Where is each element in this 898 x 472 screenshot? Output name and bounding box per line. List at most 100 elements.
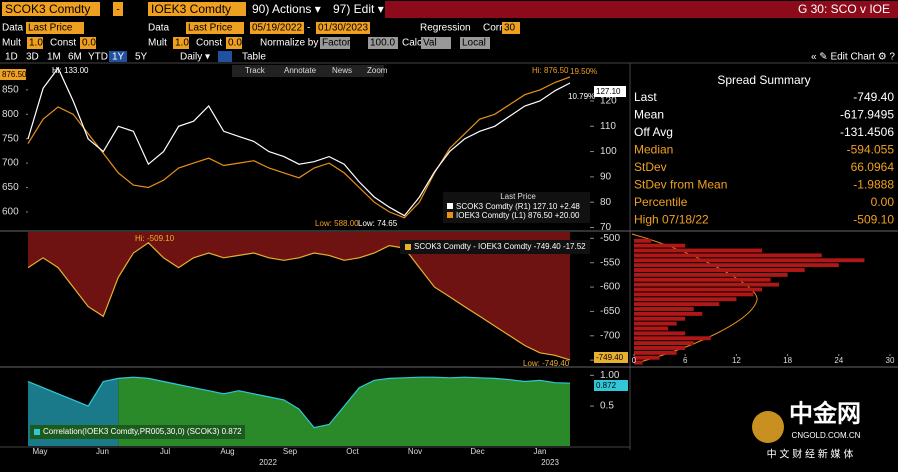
watermark-logo bbox=[752, 411, 784, 443]
title-bar bbox=[385, 1, 898, 18]
chart-tool[interactable]: Track bbox=[245, 66, 266, 75]
input-field[interactable] bbox=[421, 37, 451, 49]
y2-tick-label: 70 bbox=[600, 222, 612, 233]
op-field[interactable] bbox=[113, 2, 123, 16]
period-button[interactable]: 5Y bbox=[135, 52, 148, 63]
input-field[interactable] bbox=[80, 37, 96, 49]
input-field[interactable] bbox=[316, 22, 370, 34]
edit-chart[interactable]: « ✎ Edit Chart ⚙ ? bbox=[811, 52, 895, 63]
last-ioe: 876.50 bbox=[2, 70, 27, 79]
security-field[interactable] bbox=[148, 2, 246, 16]
row3-item[interactable]: 1.0 bbox=[175, 38, 189, 49]
hist-tick-label: 24 bbox=[834, 356, 843, 365]
summary-label: Last bbox=[634, 90, 657, 104]
x-tick-label: Jan bbox=[534, 447, 547, 456]
row2-item: Data bbox=[148, 23, 170, 34]
x-tick-label: Jul bbox=[160, 447, 170, 456]
histogram-bar bbox=[634, 326, 669, 331]
summary-title: Spread Summary bbox=[717, 73, 810, 87]
actions-menu[interactable]: 90) Actions ▾ bbox=[252, 2, 321, 16]
row3-item[interactable]: 100.0 bbox=[370, 38, 395, 49]
summary-value: -509.10 bbox=[853, 213, 894, 227]
histogram-bar bbox=[634, 253, 822, 258]
row3-item: Calc bbox=[402, 38, 422, 49]
row2-item[interactable]: Last Price bbox=[28, 23, 73, 34]
period-button[interactable]: 6M bbox=[68, 52, 82, 63]
input-field[interactable] bbox=[27, 37, 43, 49]
histogram-bar bbox=[634, 297, 737, 302]
input-field[interactable] bbox=[26, 22, 84, 34]
security-2[interactable]: IOEK3 Comdty bbox=[151, 2, 231, 16]
summary-label: High 07/18/22 bbox=[634, 213, 709, 227]
security-1[interactable]: SCOK3 Comdty bbox=[5, 2, 90, 16]
period-button[interactable]: 1M bbox=[47, 52, 61, 63]
histogram-bar bbox=[634, 302, 720, 307]
watermark-slogan: 中 文 财 经 新 媒 体 bbox=[767, 448, 854, 461]
spread-line bbox=[27, 242, 571, 361]
year-label: 2023 bbox=[541, 458, 559, 467]
period-button[interactable]: 1Y bbox=[112, 52, 125, 63]
row3-item[interactable]: Local bbox=[462, 38, 486, 49]
summary-value: -131.4506 bbox=[840, 125, 894, 139]
summary-label: Median bbox=[634, 143, 673, 157]
y-tick-label: 0.5 bbox=[600, 401, 614, 412]
row2-item[interactable]: 30 bbox=[504, 23, 516, 34]
last-value-box bbox=[594, 86, 626, 97]
y2-tick-label: 110 bbox=[600, 121, 616, 132]
hist-tick-label: 30 bbox=[886, 356, 895, 365]
y2-tick-label: 90 bbox=[600, 172, 612, 183]
y-tick-label: -500 bbox=[600, 233, 620, 244]
legend-swatch bbox=[34, 429, 40, 435]
histogram-bar bbox=[634, 258, 865, 263]
input-field[interactable] bbox=[368, 37, 398, 49]
period-button[interactable]: 1D bbox=[5, 52, 18, 63]
period-button[interactable]: 3D bbox=[26, 52, 39, 63]
row3-item: Mult bbox=[148, 38, 167, 49]
input-field[interactable] bbox=[226, 37, 242, 49]
last-corr: 0.872 bbox=[596, 381, 617, 390]
legend-swatch bbox=[447, 212, 453, 218]
chart-tool[interactable]: News bbox=[332, 66, 352, 75]
legend-box bbox=[400, 240, 590, 254]
input-field[interactable] bbox=[173, 37, 189, 49]
legend-box bbox=[30, 425, 245, 439]
operator[interactable]: - bbox=[116, 5, 119, 16]
x-tick-label: Sep bbox=[283, 447, 298, 456]
watermark-name: 中金网 bbox=[789, 399, 861, 427]
summary-label: Mean bbox=[634, 108, 664, 122]
summary-label: Percentile bbox=[634, 195, 688, 209]
input-field[interactable] bbox=[186, 22, 244, 34]
frequency[interactable]: Daily ▾ bbox=[180, 52, 210, 63]
row2-item[interactable]: 05/19/2022 bbox=[252, 23, 302, 34]
period-button[interactable]: YTD bbox=[88, 52, 108, 63]
row3-item[interactable]: 1.0 bbox=[29, 38, 43, 49]
histogram-bar bbox=[634, 350, 677, 355]
row3-item[interactable]: 0.0 bbox=[228, 38, 242, 49]
row2-item: Regression bbox=[420, 23, 471, 34]
row3-item[interactable]: Val bbox=[423, 38, 437, 49]
input-field[interactable] bbox=[250, 22, 304, 34]
row2-item[interactable]: Last Price bbox=[188, 23, 233, 34]
chart-tool[interactable]: Annotate bbox=[284, 66, 317, 75]
selected-period[interactable] bbox=[109, 51, 127, 62]
pct-ioe: 19.50% bbox=[570, 67, 597, 76]
input-field[interactable] bbox=[460, 37, 490, 49]
row3-item: Const bbox=[196, 38, 222, 49]
chart-icon[interactable] bbox=[218, 51, 232, 62]
input-field[interactable] bbox=[502, 22, 520, 34]
x-tick-label: May bbox=[32, 447, 47, 456]
edit-menu[interactable]: 97) Edit ▾ bbox=[333, 2, 384, 16]
chart-tool[interactable]: Zoom bbox=[367, 66, 388, 75]
histogram-bar bbox=[634, 341, 694, 346]
row3-item[interactable]: Factor bbox=[322, 38, 351, 49]
x-tick-label: Oct bbox=[346, 447, 359, 456]
low-label: Low: 74.65 bbox=[358, 219, 398, 228]
input-field[interactable] bbox=[320, 37, 350, 49]
price-line bbox=[27, 76, 571, 219]
table-button[interactable]: Table bbox=[242, 52, 266, 63]
hist-tick-label: 18 bbox=[783, 356, 792, 365]
row3-item[interactable]: 0.0 bbox=[82, 38, 96, 49]
security-field[interactable] bbox=[2, 2, 100, 16]
row2-item[interactable]: 01/30/2023 bbox=[318, 23, 368, 34]
